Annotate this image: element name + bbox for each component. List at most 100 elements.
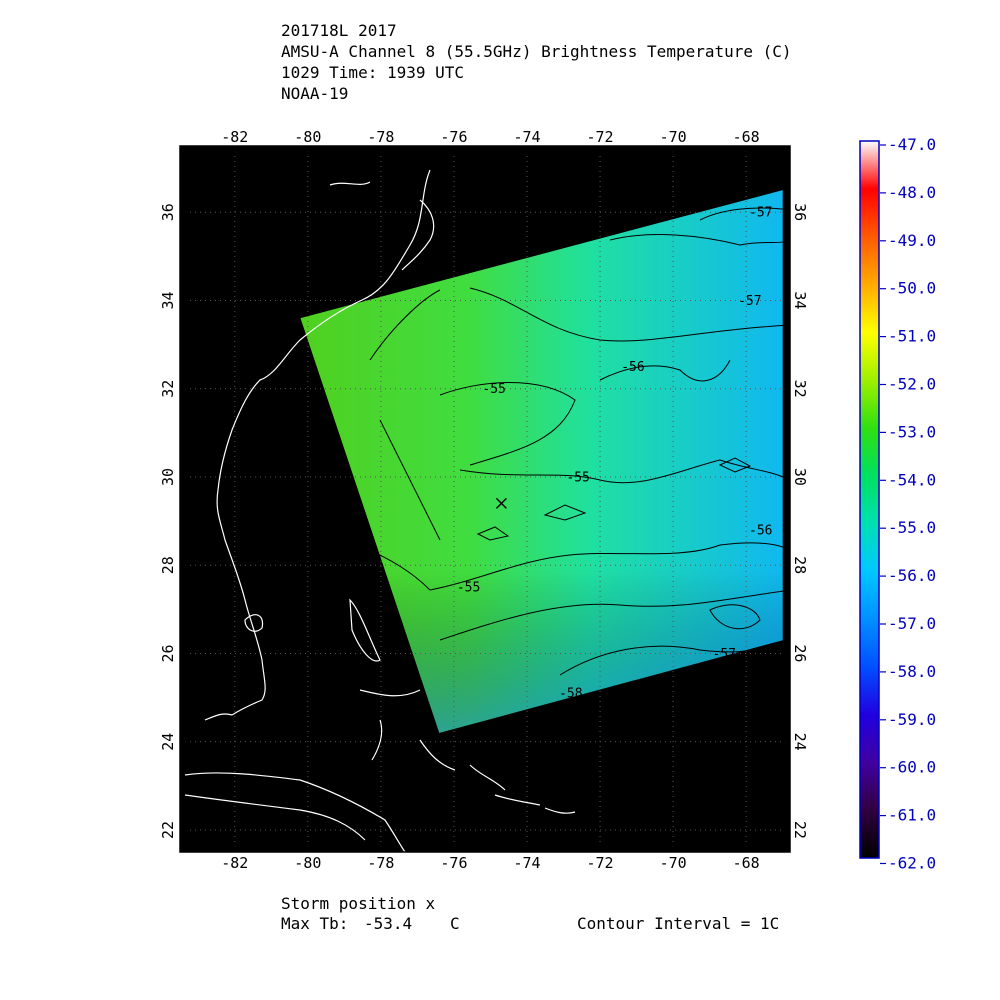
swath-field-shade: [300, 190, 783, 733]
colorbar-label: -50.0: [888, 279, 936, 298]
lon-tick-label-top: -68: [733, 128, 760, 146]
contour-line: [559, 639, 790, 676]
bahamas-grand: [359, 689, 421, 697]
us-east-coast: [216, 169, 431, 716]
lat-tick-label-right: 36: [791, 203, 809, 221]
title-block: 201718L 2017 AMSU-A Channel 8 (55.5GHz) …: [281, 20, 792, 104]
lat-tick-label-left: 36: [159, 203, 177, 221]
contour-line: [476, 526, 510, 541]
colorbar-label: -58.0: [888, 662, 936, 681]
contour-line: [543, 504, 587, 521]
florida-keys: [204, 713, 233, 721]
contour-line: [469, 287, 790, 342]
colorbar-label: -59.0: [888, 710, 936, 729]
contour-label: -58: [559, 687, 582, 702]
lon-tick-label-top: -82: [221, 128, 248, 146]
storm-position-marker: [495, 497, 507, 509]
contour-label: -57: [749, 206, 772, 221]
lon-tick-label-bottom: -68: [733, 854, 760, 872]
max-tb-unit: C: [450, 914, 460, 933]
contour-label: -55: [457, 581, 480, 596]
lon-tick-label-bottom: -78: [367, 854, 394, 872]
lat-tick-label-left: 24: [159, 733, 177, 751]
contour-label: -55: [482, 382, 505, 397]
colorbar-label: -60.0: [888, 758, 936, 777]
contour-label: -57: [738, 294, 761, 309]
cuba-south-coast: [184, 794, 366, 841]
bahamas-long-island: [469, 764, 506, 791]
colorbar: -47.0 -48.0 -49.0 -50.0 -51.0 -52.0 -53.0 -54.0…: [859, 135, 936, 873]
colorbar-label: -62.0: [888, 854, 936, 873]
storm-position-legend: Storm position x: [281, 894, 436, 913]
colorbar-label: -56.0: [888, 566, 936, 585]
lon-tick-label-bottom: -82: [221, 854, 248, 872]
map-layers: [180, 146, 790, 852]
contour-line: [369, 289, 441, 361]
bahamas-andros: [349, 598, 381, 662]
lon-tick-label-top: -78: [367, 128, 394, 146]
lon-tick-label-bottom: -74: [513, 854, 540, 872]
contour-line: [429, 542, 790, 591]
lat-tick-label-right: 22: [791, 821, 809, 839]
colorbar-label: -52.0: [888, 375, 936, 394]
contour-line: [718, 457, 752, 473]
lon-tick-label-bottom: -80: [294, 854, 321, 872]
lat-tick-label-right: 34: [791, 291, 809, 309]
lon-tick-label-top: -76: [440, 128, 467, 146]
satellite-name: NOAA-19: [281, 84, 349, 103]
lat-lon-gridlines: [180, 146, 790, 852]
contour-line: [439, 589, 790, 641]
colorbar-label: -49.0: [888, 231, 936, 250]
storm-id-year: 201718L 2017: [281, 21, 397, 40]
colorbar-label: -55.0: [888, 518, 936, 537]
contour-label: -56: [621, 360, 644, 375]
max-tb-value: -53.4: [364, 914, 413, 933]
lat-tick-label-right: 26: [791, 644, 809, 662]
contour-line: [709, 604, 761, 630]
colorbar-label: -57.0: [888, 614, 936, 633]
lon-tick-label-top: -74: [513, 128, 540, 146]
contour-value-labels: -57 -57 -56 -55 -55 -56 -55 -57 -58: [457, 206, 773, 702]
contour-label: -55: [566, 470, 589, 485]
contour-line: [609, 234, 790, 246]
turks-caicos: [544, 807, 576, 814]
colorbar-ticks: -47.0 -48.0 -49.0 -50.0 -51.0 -52.0 -53.0 -54.0…: [880, 135, 936, 873]
lat-tick-label-right: 30: [791, 468, 809, 486]
lon-tick-label-bottom: -70: [660, 854, 687, 872]
lat-tick-label-right: 32: [791, 380, 809, 398]
colorbar-ramp: [859, 140, 880, 859]
colorbar-label: -61.0: [888, 806, 936, 825]
colorbar-label: -51.0: [888, 327, 936, 346]
axis-tick-labels: -82 -82 -80 -80 -78 -78 -76 -76 -74 -74 -72 -72 -70 -…: [159, 128, 809, 872]
contour-label: -56: [749, 523, 772, 538]
lon-tick-label-top: -80: [294, 128, 321, 146]
lat-tick-label-left: 32: [159, 380, 177, 398]
lat-tick-label-right: 24: [791, 733, 809, 751]
lon-tick-label-bottom: -76: [440, 854, 467, 872]
lat-tick-label-left: 34: [159, 291, 177, 309]
lat-tick-label-left: 26: [159, 644, 177, 662]
colorbar-label: -48.0: [888, 183, 936, 202]
contour-line: [369, 549, 431, 591]
contour-line: [599, 359, 731, 382]
contour-line: [459, 459, 790, 484]
colorbar-label: -53.0: [888, 422, 936, 441]
bahamas-exuma: [419, 739, 456, 771]
colorbar-label: -54.0: [888, 470, 936, 489]
lat-tick-label-left: 28: [159, 556, 177, 574]
lat-tick-label-right: 28: [791, 556, 809, 574]
colorbar-label: -47.0: [888, 135, 936, 154]
lat-tick-label-left: 30: [159, 468, 177, 486]
coastlines: [184, 169, 576, 852]
lat-tick-label-left: 22: [159, 821, 177, 839]
contour-line: [379, 419, 441, 541]
cay-sal: [371, 719, 383, 761]
contour-lines: [369, 207, 790, 676]
chesapeake-coast: [329, 181, 371, 186]
lake-okeechobee: [244, 614, 264, 632]
observation-time: 1029 Time: 1939 UTC: [281, 63, 465, 82]
map-frame: [179, 145, 791, 853]
cuba-coast: [184, 772, 406, 852]
product-title: AMSU-A Channel 8 (55.5GHz) Brightness Te…: [281, 42, 792, 61]
